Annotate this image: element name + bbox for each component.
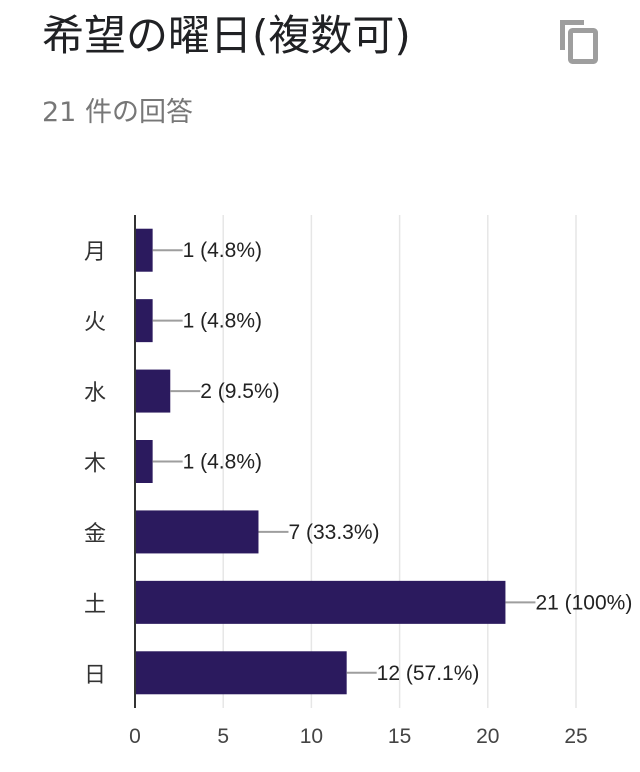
data-label: 12 (57.1%) bbox=[377, 662, 480, 685]
data-label: 7 (33.3%) bbox=[288, 521, 379, 544]
data-label: 21 (100%) bbox=[535, 591, 632, 614]
x-tick-label: 5 bbox=[217, 725, 229, 748]
bar bbox=[135, 580, 506, 624]
x-tick-label: 0 bbox=[129, 725, 141, 748]
data-label: 1 (4.8%) bbox=[183, 310, 262, 333]
category-label: 火 bbox=[84, 310, 106, 335]
bar bbox=[135, 440, 153, 483]
copy-icon bbox=[560, 20, 598, 64]
bar bbox=[135, 651, 347, 695]
bar bbox=[135, 369, 171, 413]
category-label: 月 bbox=[84, 239, 106, 264]
chart-title: 希望の曜日(複数可) bbox=[42, 11, 411, 60]
data-label: 2 (9.5%) bbox=[200, 380, 279, 403]
data-label: 1 (4.8%) bbox=[183, 239, 262, 262]
category-label: 木 bbox=[84, 451, 106, 476]
x-tick-label: 15 bbox=[388, 725, 411, 748]
bar bbox=[135, 228, 153, 272]
copy-chart-button[interactable] bbox=[554, 16, 602, 66]
x-tick-label: 25 bbox=[564, 725, 587, 748]
response-count: 21 件の回答 bbox=[42, 97, 193, 128]
x-tick-label: 20 bbox=[476, 725, 499, 748]
bar bbox=[135, 299, 153, 343]
category-label: 金 bbox=[84, 521, 106, 546]
data-label: 1 (4.8%) bbox=[183, 451, 262, 474]
category-label: 水 bbox=[84, 380, 106, 405]
x-tick-label: 10 bbox=[300, 725, 323, 748]
bar bbox=[135, 510, 259, 554]
category-label: 土 bbox=[84, 591, 106, 616]
category-label: 日 bbox=[84, 662, 106, 687]
